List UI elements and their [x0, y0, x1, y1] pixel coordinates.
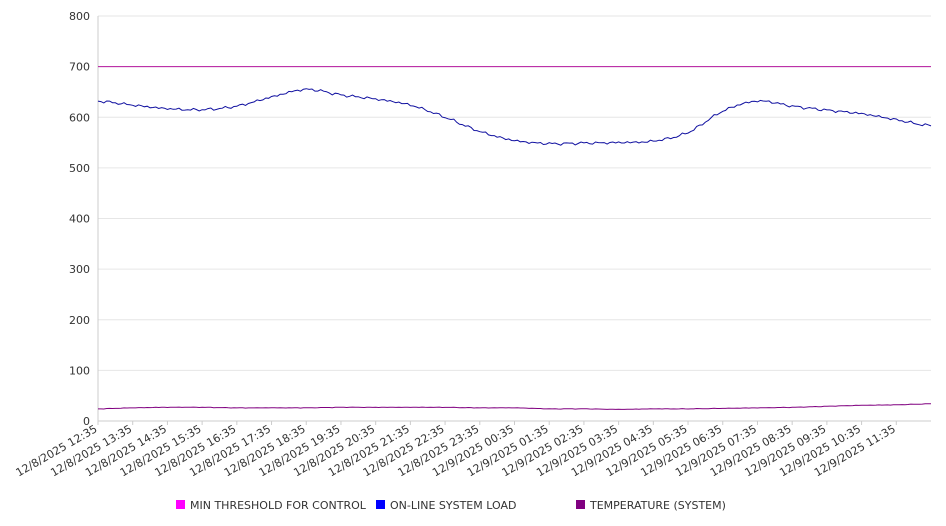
series-lines [97, 66, 932, 410]
legend-swatch [576, 500, 585, 509]
y-tick-label: 200 [69, 314, 90, 327]
y-tick-label: 100 [69, 364, 90, 377]
legend-swatch [176, 500, 185, 509]
legend: MIN THRESHOLD FOR CONTROL ON-LINE SYSTEM … [176, 499, 726, 512]
legend-label: MIN THRESHOLD FOR CONTROL [190, 499, 367, 512]
series-line-1 [97, 88, 932, 146]
y-tick-label: 700 [69, 61, 90, 74]
y-tick-label: 500 [69, 162, 90, 175]
y-tick-label: 300 [69, 263, 90, 276]
y-tick-label: 600 [69, 111, 90, 124]
grid [98, 15, 931, 371]
legend-label: ON-LINE SYSTEM LOAD [390, 499, 516, 512]
y-tick-label: 800 [69, 10, 90, 23]
y-tick-label: 400 [69, 213, 90, 226]
legend-swatch [376, 500, 385, 509]
y-tick-label: 0 [83, 415, 90, 428]
legend-label: TEMPERATURE (SYSTEM) [589, 499, 726, 512]
series-line-2 [98, 403, 932, 410]
